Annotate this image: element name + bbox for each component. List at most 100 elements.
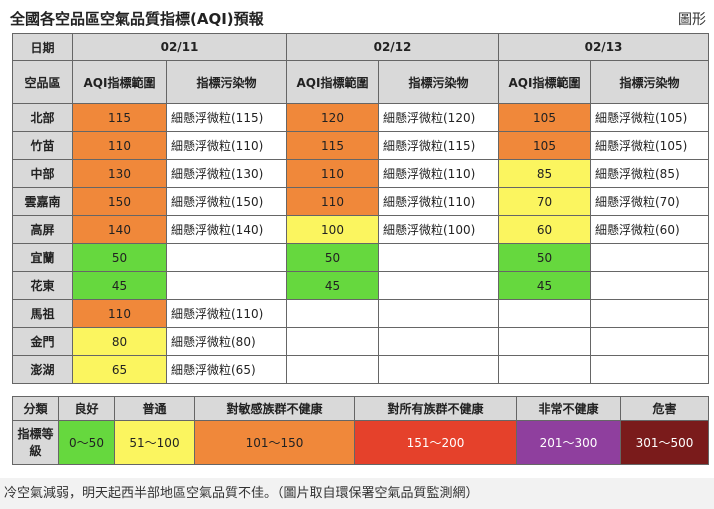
- date: 02/11: [72, 33, 287, 61]
- aqi: 80: [72, 327, 167, 356]
- aqi: 45: [72, 271, 167, 300]
- empty-cell: [378, 299, 499, 328]
- pollutant: 細懸浮微粒(60): [590, 215, 709, 244]
- region: 竹苗: [12, 131, 73, 160]
- aqi: 85: [498, 159, 591, 188]
- level-label: 指標等級: [12, 420, 59, 465]
- region-row: 澎湖 65 細懸浮微粒(65): [12, 355, 709, 384]
- sub-header: AQI指標範圍: [498, 60, 591, 104]
- region-row: 宜蘭 50 50 50: [12, 243, 709, 272]
- region-row: 金門 80 細懸浮微粒(80): [12, 327, 709, 356]
- sub-header: 指標污染物: [378, 60, 499, 104]
- empty-cell: [166, 271, 287, 300]
- region-row: 北部 115 細懸浮微粒(115) 120 細懸浮微粒(120) 105 細懸浮微粒(105…: [12, 103, 709, 132]
- region: 北部: [12, 103, 73, 132]
- empty-cell: [378, 271, 499, 300]
- caption: 冷空氣減弱，明天起西半部地區空氣品質不佳。（圖片取自環保署空氣品質監測網）: [0, 478, 714, 509]
- region-row: 竹苗 110 細懸浮微粒(110) 115 細懸浮微粒(115) 105 細懸浮微粒(105…: [12, 131, 709, 160]
- region: 高屏: [12, 215, 73, 244]
- aqi: 50: [72, 243, 167, 272]
- aqi: 110: [286, 159, 379, 188]
- pollutant: 細懸浮微粒(140): [166, 215, 287, 244]
- level-name: 對敏感族群不健康: [194, 396, 355, 421]
- pollutant: 細懸浮微粒(110): [166, 131, 287, 160]
- pollutant: 細懸浮微粒(130): [166, 159, 287, 188]
- level-range: 201～300: [516, 420, 621, 465]
- pollutant: 細懸浮微粒(105): [590, 131, 709, 160]
- legend-range-row: 指標等級 0～50 51～100 101～150 151～200 201～300 301～5…: [12, 420, 709, 465]
- aqi: 65: [72, 355, 167, 384]
- pollutant: 細懸浮微粒(110): [378, 159, 499, 188]
- empty-cell: [590, 271, 709, 300]
- empty-cell: [286, 327, 379, 356]
- level-name: 非常不健康: [516, 396, 621, 421]
- empty-cell: [498, 299, 591, 328]
- subheader-row: 空品區 AQI指標範圍 指標污染物 AQI指標範圍 指標污染物 AQI指標範圍 指標污染物: [12, 60, 709, 104]
- sub-header: 指標污染物: [590, 60, 709, 104]
- date: 02/13: [498, 33, 709, 61]
- aqi: 105: [498, 131, 591, 160]
- empty-cell: [378, 355, 499, 384]
- sub-header: AQI指標範圍: [286, 60, 379, 104]
- pollutant: 細懸浮微粒(70): [590, 187, 709, 216]
- region-label: 空品區: [12, 60, 73, 104]
- aqi: 110: [72, 131, 167, 160]
- category-label: 分類: [12, 396, 59, 421]
- date: 02/12: [286, 33, 499, 61]
- region: 中部: [12, 159, 73, 188]
- empty-cell: [286, 355, 379, 384]
- empty-cell: [590, 243, 709, 272]
- level-range: 301～500: [620, 420, 709, 465]
- aqi: 50: [286, 243, 379, 272]
- pollutant: 細懸浮微粒(65): [166, 355, 287, 384]
- level-name: 對所有族群不健康: [354, 396, 517, 421]
- level-name: 良好: [58, 396, 115, 421]
- date-label: 日期: [12, 33, 73, 61]
- empty-cell: [498, 355, 591, 384]
- date-row: 日期 02/11 02/12 02/13: [12, 33, 709, 61]
- title: 全國各空品區空氣品質指標(AQI)預報: [10, 10, 264, 28]
- region: 雲嘉南: [12, 187, 73, 216]
- aqi: 115: [286, 131, 379, 160]
- level-range: 0～50: [58, 420, 115, 465]
- region-row: 花東 45 45 45: [12, 271, 709, 300]
- pollutant: 細懸浮微粒(100): [378, 215, 499, 244]
- pollutant: 細懸浮微粒(115): [378, 131, 499, 160]
- region: 澎湖: [12, 355, 73, 384]
- pollutant: 細懸浮微粒(120): [378, 103, 499, 132]
- forecast-table: 日期 02/11 02/12 02/13 空品區 AQI指標範圍 指標污染物 AQI指標範圍指…: [12, 33, 709, 384]
- empty-cell: [286, 299, 379, 328]
- level-range: 151～200: [354, 420, 517, 465]
- graph-link[interactable]: 圖形: [678, 12, 706, 28]
- aqi: 60: [498, 215, 591, 244]
- sub-header: AQI指標範圍: [72, 60, 167, 104]
- empty-cell: [498, 327, 591, 356]
- pollutant: 細懸浮微粒(105): [590, 103, 709, 132]
- aqi: 70: [498, 187, 591, 216]
- region: 宜蘭: [12, 243, 73, 272]
- level-range: 51～100: [114, 420, 195, 465]
- pollutant: 細懸浮微粒(80): [166, 327, 287, 356]
- empty-cell: [166, 243, 287, 272]
- level-name: 普通: [114, 396, 195, 421]
- empty-cell: [590, 299, 709, 328]
- region-row: 雲嘉南 150 細懸浮微粒(150) 110 細懸浮微粒(110) 70 細懸浮微粒(70): [12, 187, 709, 216]
- pollutant: 細懸浮微粒(110): [378, 187, 499, 216]
- region-row: 高屏 140 細懸浮微粒(140) 100 細懸浮微粒(100) 60 細懸浮微粒(60): [12, 215, 709, 244]
- aqi: 150: [72, 187, 167, 216]
- pollutant: 細懸浮微粒(115): [166, 103, 287, 132]
- aqi: 130: [72, 159, 167, 188]
- aqi: 100: [286, 215, 379, 244]
- region: 花東: [12, 271, 73, 300]
- empty-cell: [590, 327, 709, 356]
- empty-cell: [378, 243, 499, 272]
- aqi: 110: [72, 299, 167, 328]
- aqi: 110: [286, 187, 379, 216]
- pollutant: 細懸浮微粒(85): [590, 159, 709, 188]
- legend-table: 分類 良好 普通 對敏感族群不健康 對所有族群不健康 非常不健康 危害 指標等級 0～50 51～…: [12, 396, 709, 465]
- pollutant: 細懸浮微粒(150): [166, 187, 287, 216]
- empty-cell: [378, 327, 499, 356]
- aqi: 120: [286, 103, 379, 132]
- level-range: 101～150: [194, 420, 355, 465]
